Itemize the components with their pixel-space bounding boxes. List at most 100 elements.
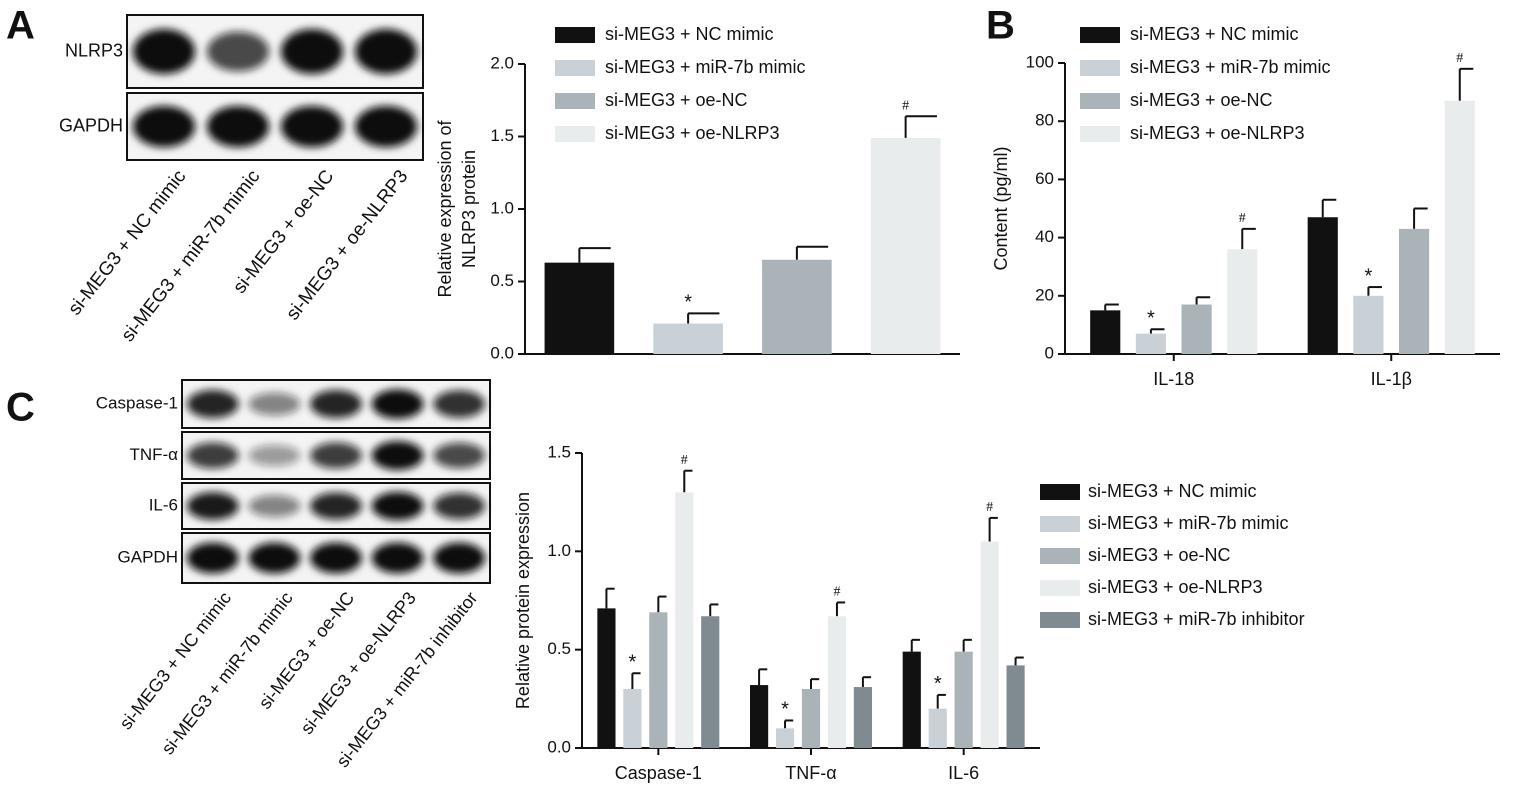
bar xyxy=(954,651,973,748)
blot-band xyxy=(248,495,301,517)
legend-label: si-MEG3 + oe-NLRP3 xyxy=(1088,577,1263,597)
x-tick-label: IL-6 xyxy=(948,763,979,783)
legend-swatch xyxy=(1040,612,1080,628)
bar xyxy=(1353,295,1384,354)
legend-swatch xyxy=(1040,580,1080,596)
significance-mark: # xyxy=(986,500,993,515)
significance-mark: * xyxy=(934,673,942,695)
bar xyxy=(1181,304,1212,354)
bar xyxy=(701,616,720,748)
legend-swatch xyxy=(1080,126,1120,142)
bar xyxy=(827,616,847,748)
x-tick-label: Caspase-1 xyxy=(615,763,702,783)
y-tick-label: 1.5 xyxy=(490,126,514,145)
blot-band xyxy=(433,542,486,574)
blot-row-label: GAPDH xyxy=(118,547,178,566)
blot-band xyxy=(433,390,486,418)
significance-mark: # xyxy=(833,585,840,600)
legend-label: si-MEG3 + oe-NLRP3 xyxy=(605,123,780,143)
panel-letter: B xyxy=(986,4,1015,48)
y-tick-label: 0.0 xyxy=(490,343,514,362)
blot-band xyxy=(433,442,486,469)
y-tick-label: 20 xyxy=(1035,285,1054,304)
legend-swatch xyxy=(555,60,595,76)
y-axis-label: NLRP3 protein xyxy=(459,150,479,268)
blot-band xyxy=(248,392,301,416)
bar xyxy=(597,608,616,748)
legend-label: si-MEG3 + miR-7b mimic xyxy=(1088,513,1289,533)
y-tick-label: 40 xyxy=(1035,227,1054,246)
blot-band xyxy=(310,389,362,419)
x-tick-label: TNF-α xyxy=(785,763,836,783)
legend-label: si-MEG3 + NC mimic xyxy=(1130,24,1299,44)
significance-mark: # xyxy=(681,453,688,468)
blot-band xyxy=(371,542,424,574)
x-tick-label: IL-18 xyxy=(1153,369,1194,389)
bar xyxy=(801,689,821,748)
blot-band xyxy=(132,29,196,74)
y-tick-label: 1.0 xyxy=(490,198,514,217)
blot-row-label: GAPDH xyxy=(59,115,123,135)
legend-swatch xyxy=(1040,548,1080,564)
bar xyxy=(1227,249,1258,354)
blot-row-label: Caspase-1 xyxy=(96,393,178,412)
bar xyxy=(623,689,642,748)
legend-swatch xyxy=(555,27,595,43)
blot-band xyxy=(310,492,362,520)
x-tick-label: IL-1β xyxy=(1371,369,1412,389)
bar xyxy=(902,651,921,748)
y-tick-label: 2.0 xyxy=(490,53,514,72)
significance-mark: * xyxy=(628,652,636,674)
significance-mark: # xyxy=(1456,51,1463,66)
bar xyxy=(1135,333,1166,354)
lane-label: si-MEG3 + NC mimic xyxy=(116,588,236,733)
blot-row-label: NLRP3 xyxy=(65,40,123,60)
bar xyxy=(544,262,615,354)
blot-band xyxy=(186,492,239,520)
blot-band xyxy=(433,492,486,520)
bar xyxy=(649,612,668,748)
blot-band xyxy=(310,542,362,574)
legend-swatch xyxy=(1080,93,1120,109)
blot-band xyxy=(186,442,239,469)
legend-label: si-MEG3 + miR-7b mimic xyxy=(605,57,806,77)
blot-band xyxy=(248,444,301,467)
lane-label: si-MEG3 + oe-NLRP3 xyxy=(297,588,420,738)
blot-row-label: IL-6 xyxy=(149,495,178,514)
significance-mark: # xyxy=(1239,211,1246,226)
blot-band xyxy=(186,389,239,419)
blot-band xyxy=(371,491,424,521)
legend-label: si-MEG3 + miR-7b mimic xyxy=(1130,57,1331,77)
legend-swatch xyxy=(1040,516,1080,532)
bar xyxy=(853,687,872,748)
blot-row-label: TNF-α xyxy=(129,445,178,464)
y-axis-label: Content (pg/ml) xyxy=(991,146,1011,270)
significance-mark: * xyxy=(1365,265,1373,287)
blot-band xyxy=(280,105,344,148)
legend-swatch xyxy=(555,93,595,109)
bar xyxy=(1444,100,1475,354)
legend-swatch xyxy=(1040,484,1080,500)
blot-band xyxy=(354,29,418,74)
legend-label: si-MEG3 + oe-NC xyxy=(1088,545,1231,565)
y-tick-label: 1.5 xyxy=(547,442,571,461)
legend-label: si-MEG3 + NC mimic xyxy=(1088,481,1257,501)
bar xyxy=(675,492,694,748)
bar xyxy=(653,323,723,354)
bar xyxy=(1399,228,1430,354)
legend-label: si-MEG3 + oe-NC xyxy=(1130,90,1273,110)
legend-swatch xyxy=(555,126,595,142)
blot-band xyxy=(280,29,344,74)
y-tick-label: 1.0 xyxy=(547,541,571,560)
bar xyxy=(775,728,795,748)
blot-band xyxy=(248,542,301,574)
y-axis-label: Relative expression of xyxy=(435,119,455,297)
bar xyxy=(1307,217,1338,354)
y-tick-label: 0.5 xyxy=(547,639,571,658)
blot-band xyxy=(186,542,239,574)
y-tick-label: 0.5 xyxy=(490,271,514,290)
y-tick-label: 0.0 xyxy=(547,737,571,756)
blot-band xyxy=(206,105,270,148)
bar xyxy=(928,708,947,748)
